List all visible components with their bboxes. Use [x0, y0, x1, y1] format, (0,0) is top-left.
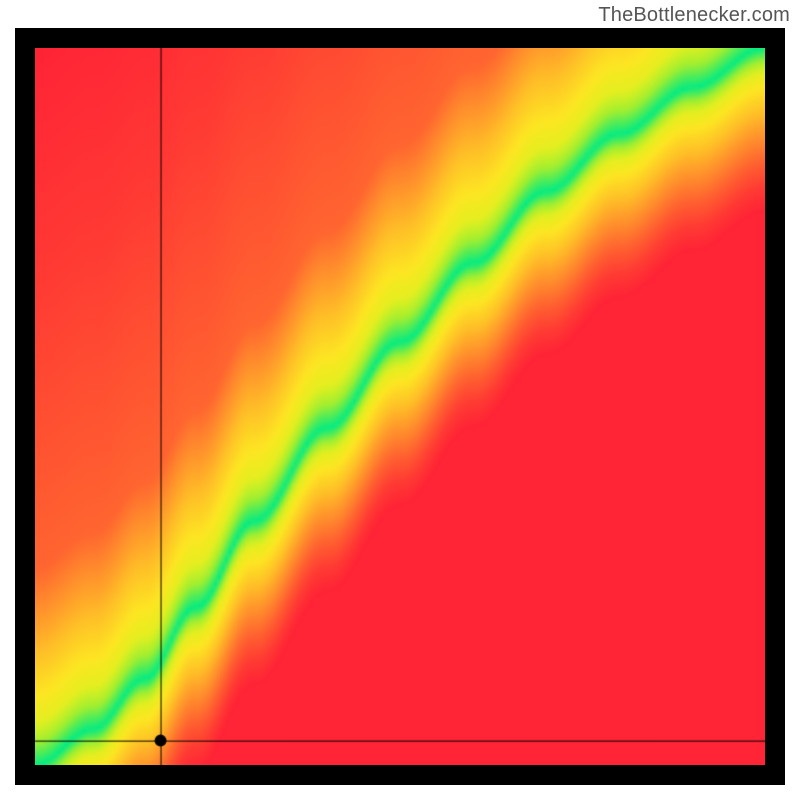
- heatmap-plot: [15, 28, 785, 785]
- heatmap-canvas: [35, 48, 765, 765]
- chart-container: TheBottlenecker.com: [0, 0, 800, 800]
- attribution-text: TheBottlenecker.com: [598, 4, 790, 27]
